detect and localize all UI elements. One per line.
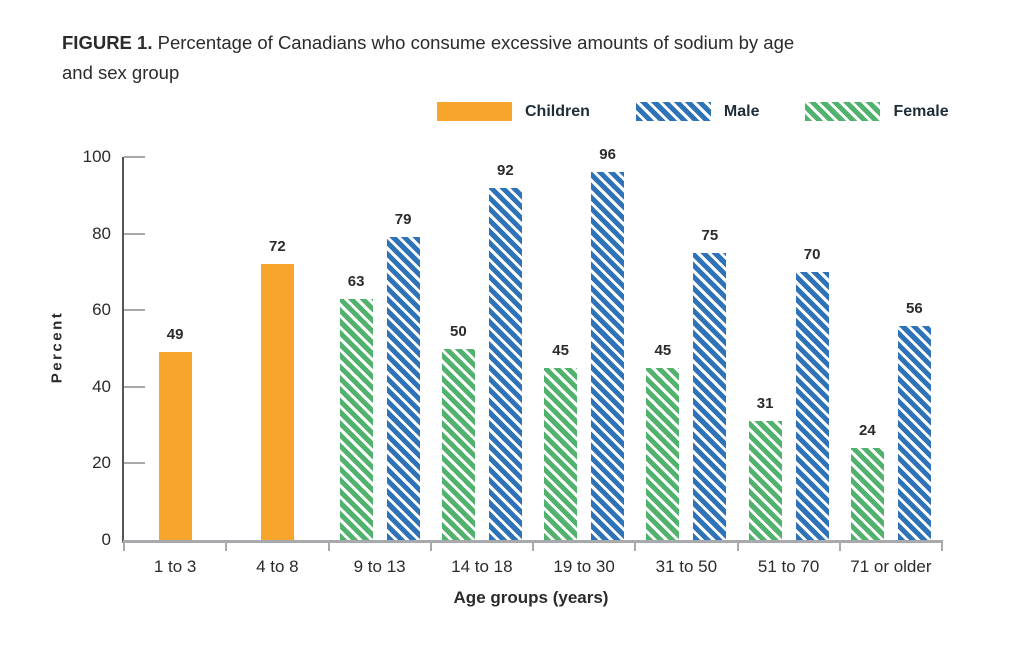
bar-value-label: 96: [599, 146, 616, 164]
bar-value-label: 45: [552, 341, 569, 359]
x-tick-label: 71 or older: [850, 557, 932, 576]
figure-title-line1: Percentage of Canadians who consume exce…: [157, 32, 795, 53]
children-swatch: [437, 102, 512, 121]
bar-male-51-to-70: 70: [795, 246, 829, 540]
legend-label-children: Children: [525, 102, 590, 120]
x-axis-tick: [838, 540, 841, 551]
y-axis-tick: [124, 385, 145, 388]
bar-value-label: 72: [269, 238, 286, 256]
x-axis-tick: [327, 540, 330, 551]
bar-group-1-to-3: 49: [124, 157, 226, 540]
bar-group-9-to-13: 63 79: [329, 157, 431, 540]
legend-item-children: Children: [437, 102, 590, 121]
y-tick-label: 100: [82, 147, 111, 166]
bar-value-label: 75: [701, 226, 719, 244]
bar-children-4-to-8: 72: [260, 238, 294, 540]
x-axis-tick: [634, 540, 637, 551]
bar-value-label: 50: [450, 322, 467, 340]
x-axis-tick: [225, 540, 228, 551]
x-tick-label: 19 to 30: [553, 557, 615, 576]
legend: Children Male Female: [437, 102, 949, 121]
bar-female-14-to-18: 50: [441, 323, 475, 540]
y-axis-tick: [124, 309, 145, 312]
y-axis-tick: [124, 232, 145, 235]
figure-title-prefix: FIGURE 1.: [62, 32, 153, 53]
x-tick-label: 51 to 70: [757, 557, 820, 576]
x-axis-tick: [123, 540, 125, 551]
x-tick-labels: 1 to 3 4 to 8 9 to 13 14 to 18 19 to 30 31 to…: [124, 557, 942, 577]
y-tick-label: 20: [92, 453, 111, 473]
bar-group-14-to-18: 50 92: [431, 157, 533, 540]
figure-title-line2: and sex group: [62, 62, 180, 83]
bar-male-31-to-50: 75: [693, 227, 727, 540]
bar-value-label: 70: [803, 245, 821, 263]
x-axis-title: Age groups (years): [453, 588, 609, 607]
x-axis-tick: [532, 540, 534, 551]
y-tick-label: 0: [101, 530, 111, 549]
bar-value-label: 24: [859, 422, 876, 440]
bar-male-9-to-13: 79: [386, 211, 420, 540]
bar-female-19-to-30: 45: [544, 342, 578, 540]
bar-value-label: 56: [906, 299, 923, 317]
figure-title: FIGURE 1. Percentage of Canadians who co…: [62, 28, 962, 88]
bar-male-71-or-older: 56: [897, 300, 931, 540]
y-axis-title: Percent: [48, 310, 66, 384]
y-tick-label: 60: [92, 300, 111, 320]
x-tick-label: 1 to 3: [153, 557, 197, 576]
bar-group-51-to-70: 31 70: [738, 157, 840, 540]
bar-value-label: 31: [756, 395, 774, 413]
legend-item-male: Male: [635, 102, 760, 121]
x-axis-tick: [941, 540, 943, 551]
y-tick-label: 40: [92, 376, 111, 396]
plot-area: 49 72 63 79 50 92 45 96 45 75 31 70 24 56 0 20 40 60 80 10…: [83, 146, 943, 576]
bar-value-label: 49: [166, 326, 184, 344]
bar-value-label: 79: [394, 211, 412, 229]
legend-label-female: Female: [893, 102, 949, 120]
bar-groups: 49 72 63 79 50 92 45 96 45 75 31 70 24 56: [124, 146, 942, 540]
bar-children-1-to-3: 49: [158, 326, 192, 540]
y-tick-label: 80: [92, 223, 111, 243]
x-tick-label: 4 to 8: [256, 557, 299, 576]
bar-female-9-to-13: 63: [339, 273, 373, 540]
bar-group-4-to-8: 72: [226, 157, 328, 540]
male-swatch: [635, 102, 711, 121]
legend-item-female: Female: [805, 102, 949, 121]
bar-group-71-or-older: 24 56: [840, 157, 942, 540]
bar-value-label: 63: [347, 272, 365, 290]
bar-value-label: 45: [654, 341, 672, 359]
bar-female-51-to-70: 31: [748, 395, 782, 540]
x-tick-label: 14 to 18: [451, 557, 513, 576]
female-swatch: [805, 102, 881, 121]
bar-value-label: 92: [497, 161, 514, 179]
y-axis-tick: [124, 462, 145, 465]
bar-male-19-to-30: 96: [591, 146, 625, 540]
bar-group-19-to-30: 45 96: [533, 146, 635, 540]
x-axis-tick: [736, 540, 739, 551]
x-axis-tick: [429, 540, 432, 551]
x-tick-label: 31 to 50: [655, 557, 718, 576]
bar-male-14-to-18: 92: [488, 162, 522, 540]
bar-female-31-to-50: 45: [646, 342, 680, 540]
y-axis-tick: [124, 156, 145, 158]
bar-group-31-to-50: 45 75: [635, 157, 737, 540]
x-tick-label: 9 to 13: [353, 557, 406, 576]
legend-label-male: Male: [723, 102, 760, 120]
bar-female-71-or-older: 24: [850, 422, 884, 540]
